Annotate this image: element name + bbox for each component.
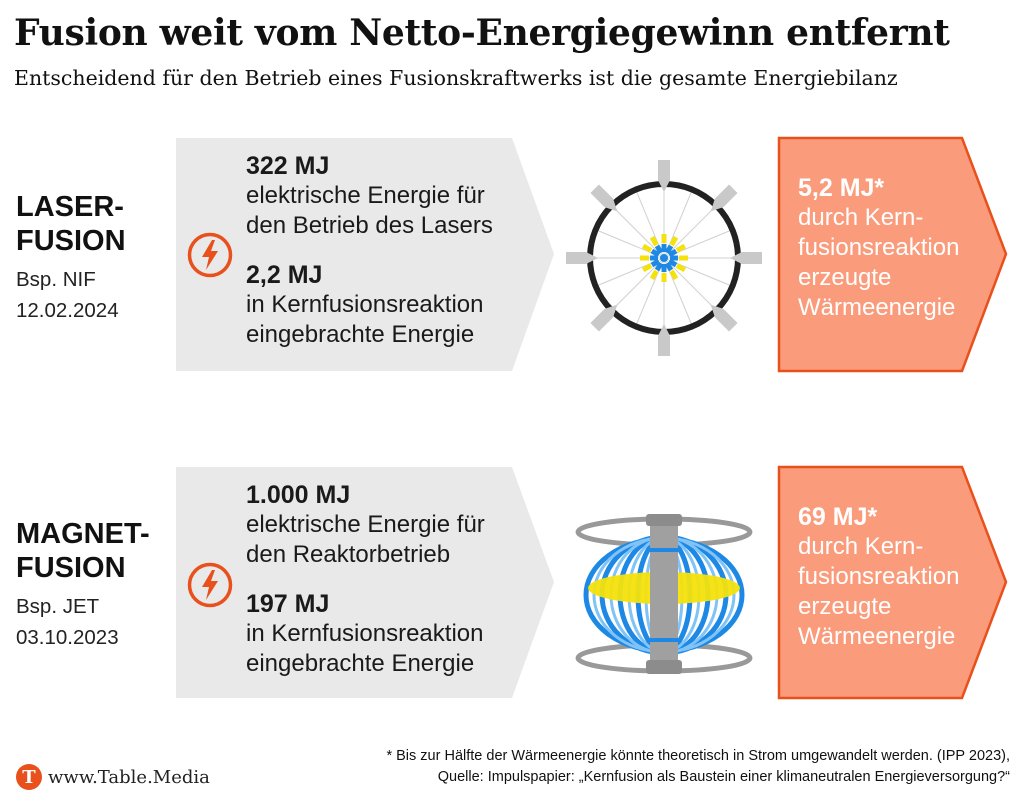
output-desc-line1: durch Kern- xyxy=(798,533,924,560)
energy-input-block: 1.000 MJ elektrische Energie für den Rea… xyxy=(246,480,485,679)
input-desc-line2: den Reaktorbetrieb xyxy=(246,541,451,568)
row-label: MAGNET- FUSION Bsp. JET 03.10.2023 xyxy=(16,517,150,653)
energy-output-block: 5,2 MJ* durch Kern- fusionsreaktion erze… xyxy=(798,173,959,323)
energy-input-block: 322 MJ elektrische Energie für den Betri… xyxy=(246,151,493,350)
laser-target-icon xyxy=(566,160,762,356)
footnote-source: Quelle: Impulspapier: „Kernfusion als Ba… xyxy=(437,769,1010,785)
lightning-icon xyxy=(187,232,233,278)
row-name-line1: MAGNET- xyxy=(16,518,150,550)
output-desc-line1: durch Kern- xyxy=(798,204,924,231)
page-title: Fusion weit vom Netto-Energiegewinn entf… xyxy=(14,12,950,54)
row-name-line2: FUSION xyxy=(16,552,126,584)
input-desc-line1: elektrische Energie für xyxy=(246,511,485,538)
tokamak-icon xyxy=(575,514,753,674)
output-value: 5,2 MJ* xyxy=(798,174,885,202)
injected-value: 197 MJ xyxy=(246,590,330,618)
output-desc-line2: fusionsreaktion xyxy=(798,234,960,261)
energy-output-block: 69 MJ* durch Kern- fusionsreaktion erzeu… xyxy=(798,502,959,652)
t-logo-icon: T xyxy=(16,764,42,790)
row-example: Bsp. JET xyxy=(16,595,100,618)
output-value: 69 MJ* xyxy=(798,503,878,531)
footnote-line1: * Bis zur Hälfte der Wärmeenergie könnte… xyxy=(386,748,1010,764)
injected-desc-line2: eingebrachte Energie xyxy=(246,650,475,677)
output-desc-line3: erzeugte xyxy=(798,264,892,291)
row-name-line1: LASER- xyxy=(16,191,124,223)
input-desc-line1: elektrische Energie für xyxy=(246,182,485,209)
row-date: 12.02.2024 xyxy=(16,299,119,322)
output-desc-line3: erzeugte xyxy=(798,593,892,620)
injected-desc-line2: eingebrachte Energie xyxy=(246,321,475,348)
injected-value: 2,2 MJ xyxy=(246,261,323,289)
output-desc-line4: Wärmeenergie xyxy=(798,623,956,650)
website-url[interactable]: www.Table.Media xyxy=(48,766,210,788)
row-date: 03.10.2023 xyxy=(16,626,119,649)
input-value: 322 MJ xyxy=(246,152,330,180)
footnote: * Bis zur Hälfte der Wärmeenergie könnte… xyxy=(386,746,1010,788)
row-label: LASER- FUSION Bsp. NIF 12.02.2024 xyxy=(16,190,126,326)
lightning-icon xyxy=(187,562,233,608)
row-example: Bsp. NIF xyxy=(16,268,96,291)
output-desc-line2: fusionsreaktion xyxy=(798,563,960,590)
table-media-logo[interactable]: T www.Table.Media xyxy=(16,764,210,790)
row-name-line2: FUSION xyxy=(16,225,126,257)
injected-desc-line1: in Kernfusionsreaktion xyxy=(246,620,484,647)
output-desc-line4: Wärmeenergie xyxy=(798,294,956,321)
input-desc-line2: den Betrieb des Lasers xyxy=(246,212,493,239)
input-value: 1.000 MJ xyxy=(246,481,351,509)
page-subtitle: Entscheidend für den Betrieb eines Fusio… xyxy=(14,66,898,90)
injected-desc-line1: in Kernfusionsreaktion xyxy=(246,291,484,318)
